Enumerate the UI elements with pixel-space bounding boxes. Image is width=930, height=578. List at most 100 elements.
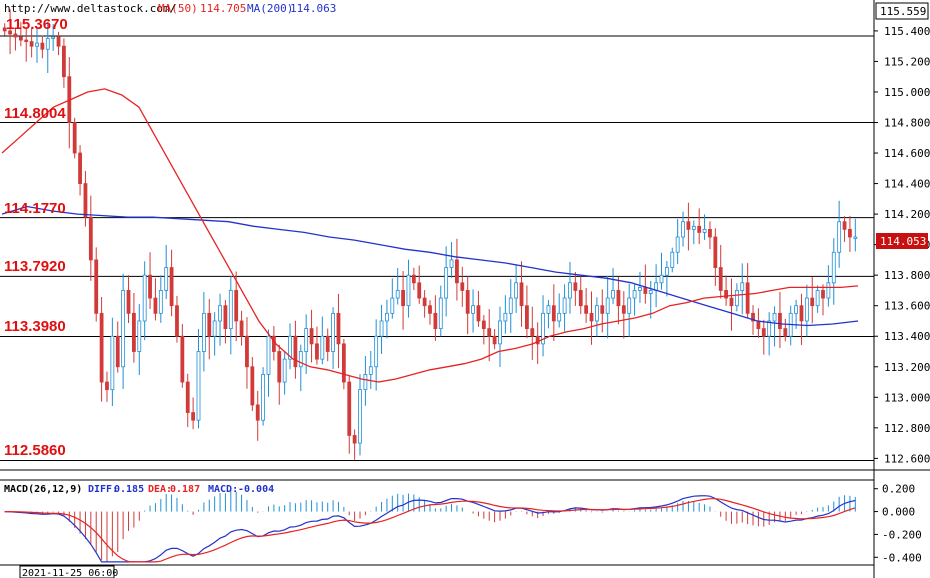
candle-body — [352, 435, 357, 444]
candle — [611, 268, 615, 305]
candle — [218, 293, 222, 346]
candle — [438, 285, 443, 337]
candle — [600, 289, 605, 333]
candle — [153, 278, 158, 321]
candle — [325, 328, 330, 362]
candle-body — [347, 381, 352, 436]
source-url[interactable]: http://www.deltastock.com/ — [4, 2, 176, 15]
candle-body — [449, 259, 454, 268]
candle — [255, 390, 260, 441]
candle — [315, 326, 319, 365]
candle-body — [207, 312, 212, 337]
candle-body — [594, 305, 599, 322]
candle — [401, 271, 405, 330]
candle — [148, 252, 152, 310]
candle — [783, 318, 788, 342]
candle-body — [514, 282, 519, 299]
candle — [395, 268, 400, 305]
candle — [465, 276, 470, 335]
candle — [433, 295, 438, 341]
candle — [681, 211, 685, 247]
candle-body — [481, 320, 486, 330]
macd-dea-label: DEA: — [148, 484, 172, 495]
candle-body — [288, 335, 292, 360]
candle — [605, 276, 610, 339]
candle-body — [697, 225, 702, 233]
candle-body — [783, 328, 788, 337]
candle-body — [724, 290, 729, 299]
macd-axis-ticks: 0.200 0.000 -0.200 -0.400 — [874, 483, 922, 564]
candle — [487, 309, 492, 362]
candle-body — [51, 36, 56, 39]
candle — [541, 295, 545, 357]
macd-dea-value: 0.187 — [170, 484, 200, 495]
candle — [2, 23, 7, 36]
candle — [664, 260, 669, 297]
candle — [78, 145, 82, 196]
candle-body — [212, 320, 217, 337]
price-tick-label: 113.000 — [884, 391, 930, 404]
candle-body — [740, 282, 745, 291]
candle — [169, 249, 174, 317]
candle — [562, 284, 567, 332]
candle-body — [734, 290, 739, 307]
candle-body — [24, 39, 29, 42]
candle-body — [105, 381, 109, 391]
candle-body — [535, 335, 540, 345]
candle-body — [751, 312, 755, 322]
price-tick-label: 113.400 — [884, 330, 930, 343]
candle — [126, 275, 131, 324]
candle — [352, 429, 357, 460]
ma50-value: 114.705 — [200, 2, 246, 15]
candle — [40, 35, 45, 59]
candle-body — [153, 297, 158, 314]
candle-body — [304, 328, 309, 352]
candle — [239, 310, 244, 346]
candle — [476, 290, 481, 327]
candle — [121, 273, 126, 389]
candle — [810, 276, 815, 324]
candle — [713, 228, 718, 286]
ma200-value: 114.063 — [290, 2, 336, 15]
candle — [196, 328, 201, 429]
candle-body — [799, 305, 804, 322]
candle-body — [605, 297, 610, 314]
candle — [761, 319, 766, 355]
macd-macd-label: MACD: — [208, 484, 238, 495]
candle — [514, 264, 519, 313]
macd-diff-value: 0.185 — [114, 484, 144, 495]
candle — [35, 27, 39, 63]
candle-body — [401, 290, 405, 307]
candle-body — [40, 42, 45, 50]
candle — [304, 314, 309, 374]
candle — [503, 295, 508, 334]
candle — [508, 279, 513, 333]
candle-body — [218, 305, 222, 322]
candle-body — [164, 267, 169, 291]
candle — [277, 344, 282, 405]
candle-body — [611, 290, 615, 299]
candle-body — [525, 305, 529, 330]
candle-body — [433, 312, 438, 330]
candle — [298, 344, 303, 392]
candle-body — [578, 290, 583, 307]
candle-body — [471, 305, 475, 314]
candle — [18, 22, 23, 47]
candle-body — [45, 38, 50, 50]
candle — [455, 238, 459, 301]
candle-body — [8, 30, 12, 35]
candle-body — [842, 221, 847, 230]
candle-body — [201, 312, 206, 352]
candle — [385, 299, 389, 339]
candle-body — [519, 282, 524, 307]
current-price-value: 114.053 — [880, 235, 926, 248]
candle — [51, 23, 56, 51]
candle — [45, 21, 50, 73]
candle-body — [239, 320, 244, 337]
candle-body — [648, 290, 653, 294]
candle — [745, 263, 750, 319]
price-tick-label: 112.600 — [884, 452, 930, 465]
candle-body — [455, 259, 459, 284]
candle-body — [659, 274, 664, 284]
candle — [212, 312, 217, 356]
